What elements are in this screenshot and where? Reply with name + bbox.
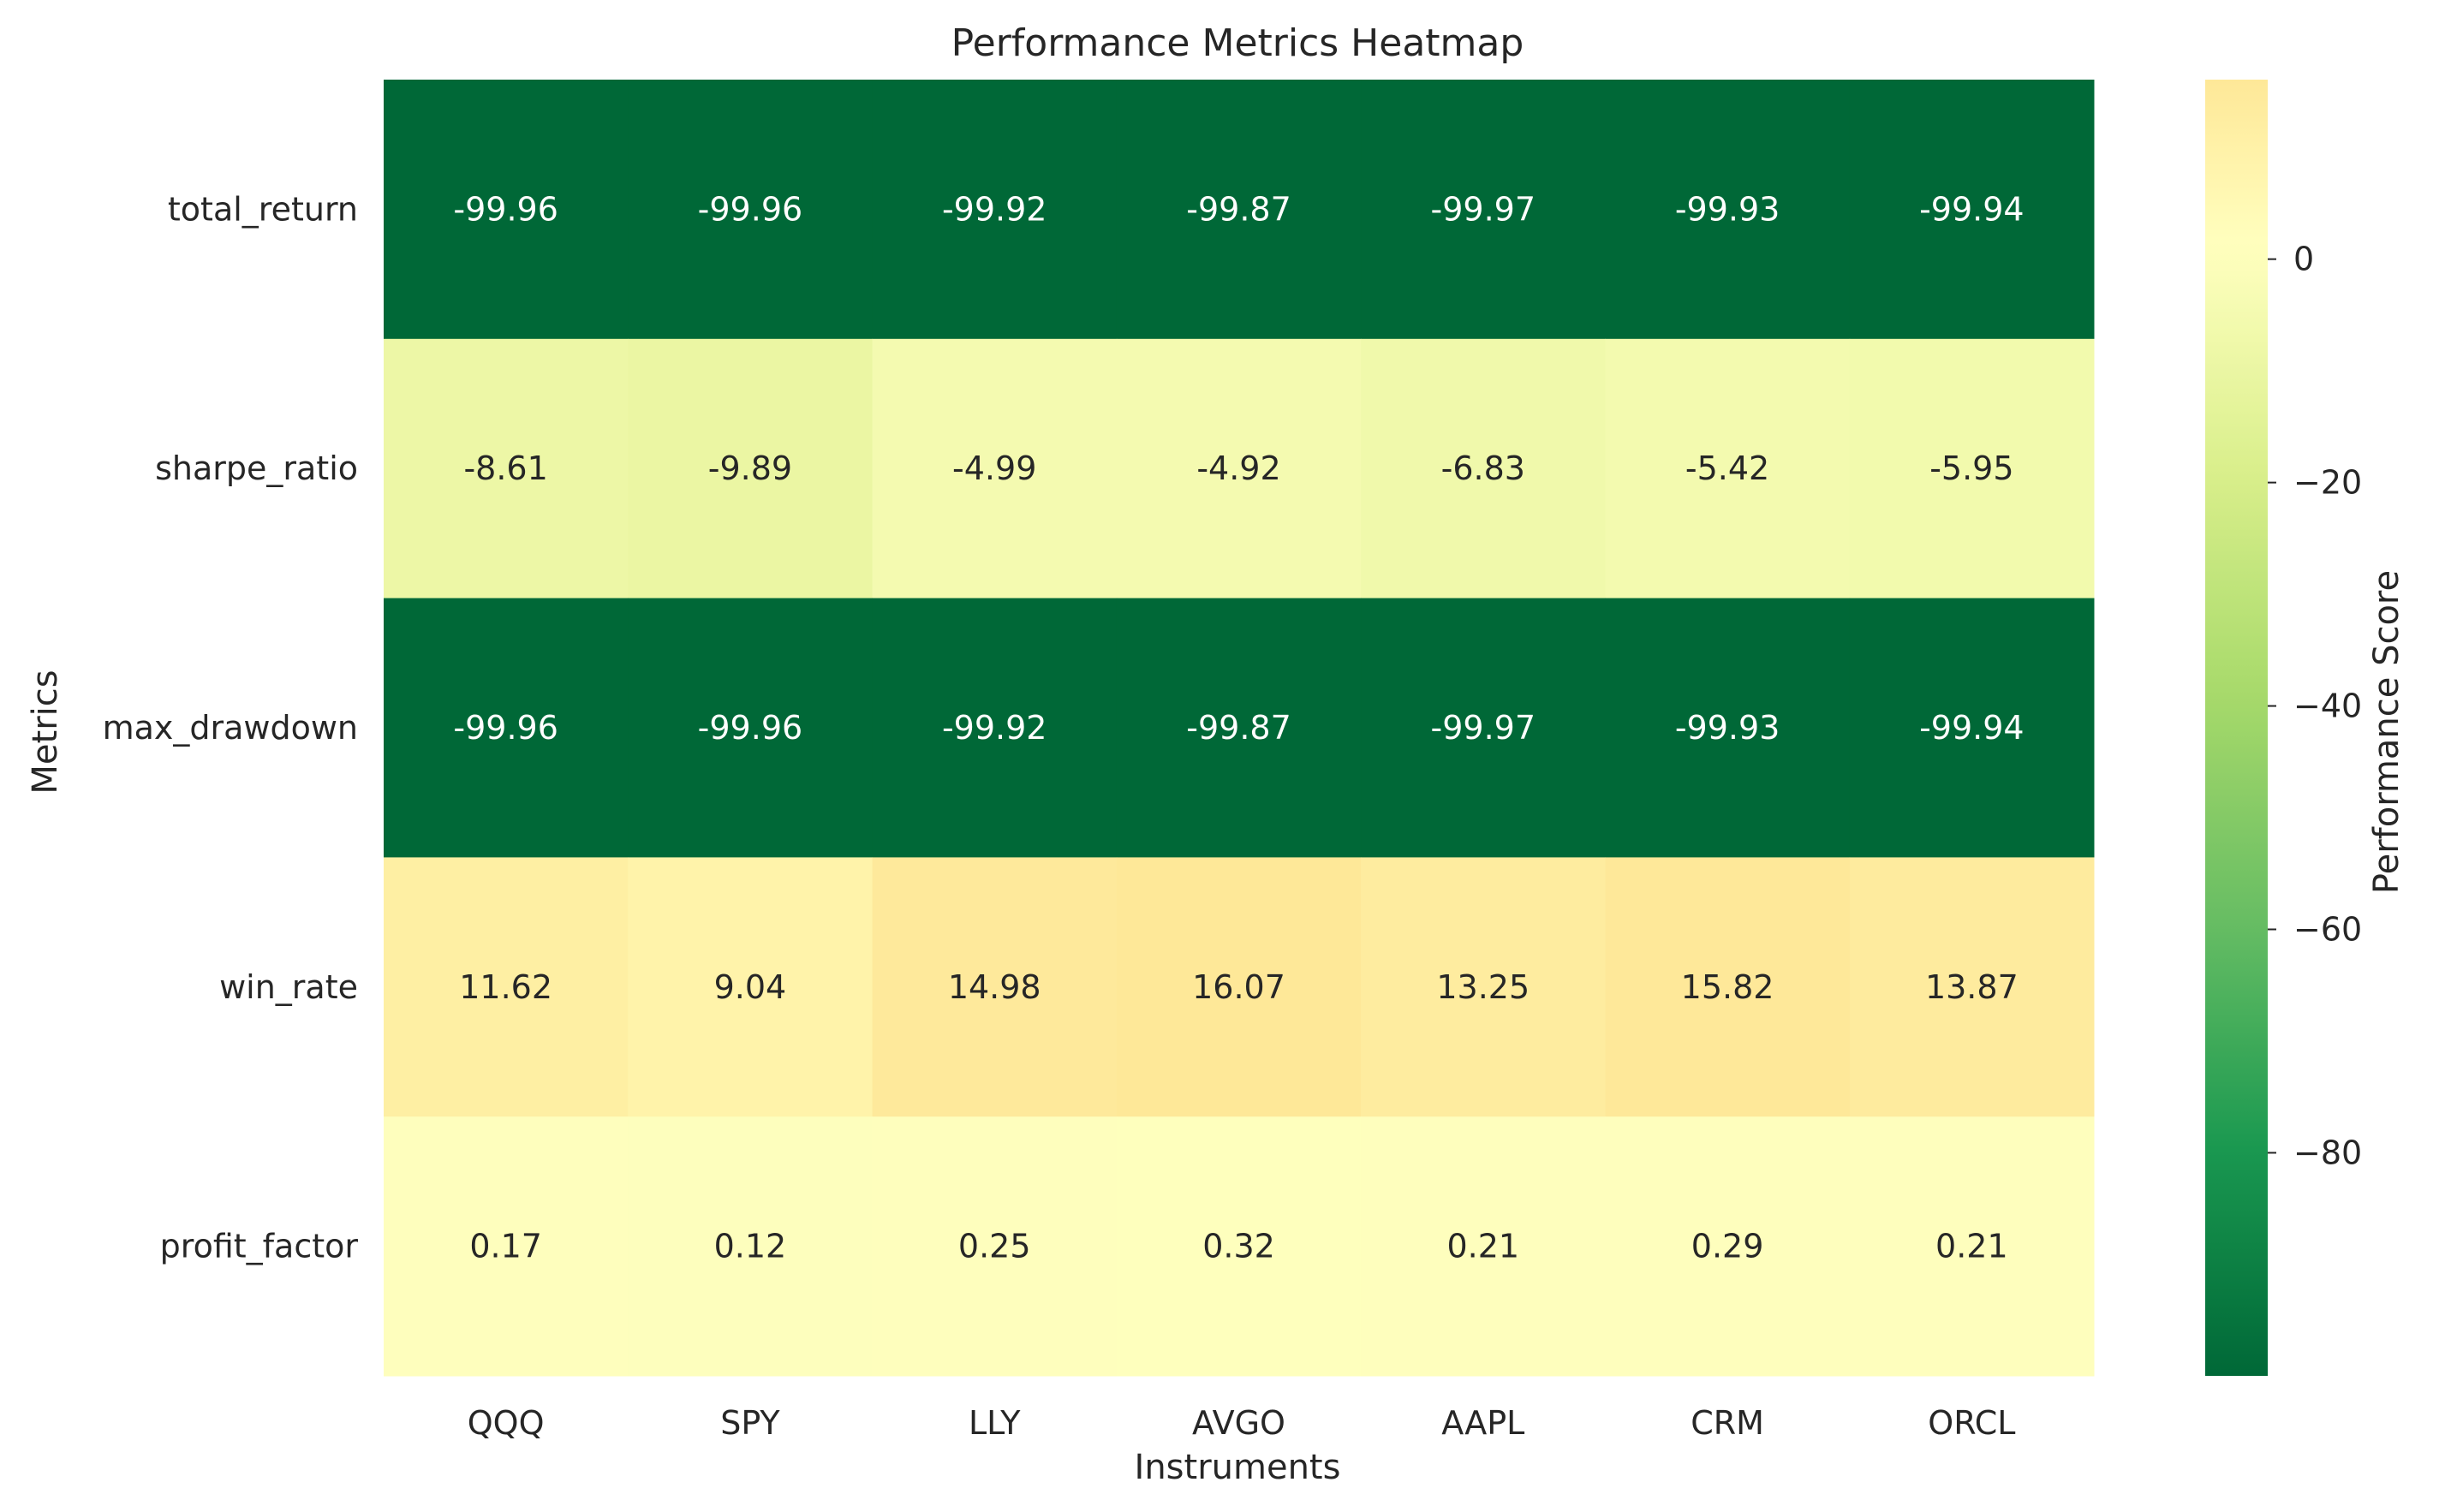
cell-value-label: 14.98 — [948, 968, 1041, 1006]
cell-value-label: -4.92 — [1196, 449, 1280, 487]
x-tick-label: QQQ — [468, 1404, 545, 1442]
cell-value-label: -99.93 — [1675, 190, 1780, 228]
heatmap-cell — [872, 598, 1118, 858]
heatmap-cell — [1605, 857, 1851, 1117]
cell-value-label: 9.04 — [714, 968, 787, 1006]
heatmap-cell — [1116, 598, 1362, 858]
heatmap-cell — [1849, 80, 2095, 340]
heatmap-cell — [1605, 1116, 1851, 1377]
colorbar-ticks: 0 −20 −40 −60 −80 — [2268, 241, 2362, 1171]
heatmap-cell — [628, 598, 874, 858]
cell-value-label: 13.25 — [1436, 968, 1530, 1006]
heatmap-cell — [384, 598, 629, 858]
y-tick-label: sharpe_ratio — [155, 449, 358, 487]
heatmap-cell — [1849, 598, 2095, 858]
cell-value-label: 0.32 — [1202, 1228, 1275, 1265]
y-axis-label: Metrics — [26, 670, 65, 794]
heatmap-cell — [1361, 338, 1606, 599]
heatmap-cell — [384, 80, 629, 340]
cell-value-label: -99.96 — [453, 190, 558, 228]
heatmap-cell — [628, 338, 874, 599]
cell-value-label: -8.61 — [463, 449, 547, 487]
heatmap-cell — [384, 338, 629, 599]
colorbar — [2205, 80, 2268, 1376]
cell-value-label: -99.96 — [453, 709, 558, 747]
heatmap-cell — [1116, 1116, 1362, 1377]
cell-value-label: 15.82 — [1681, 968, 1774, 1006]
heatmap-cell — [628, 1116, 874, 1377]
heatmap-cell — [1361, 857, 1606, 1117]
heatmap-cell — [1361, 1116, 1606, 1377]
heatmap-cell — [872, 1116, 1118, 1377]
cell-value-label: -99.87 — [1186, 190, 1291, 228]
cell-value-label: -99.94 — [1919, 190, 2025, 228]
colorbar-tick-label: −80 — [2293, 1134, 2362, 1171]
x-tick-label: AAPL — [1441, 1404, 1524, 1442]
y-tick-label: total_return — [168, 190, 358, 228]
chart-title: Performance Metrics Heatmap — [951, 21, 1524, 65]
colorbar-tick-label: −40 — [2293, 688, 2362, 725]
cell-value-label: -99.93 — [1675, 709, 1780, 747]
cell-value-label: -99.94 — [1919, 709, 2025, 747]
colorbar-label: Performance Score — [2367, 570, 2406, 894]
cell-value-label: 0.21 — [1935, 1228, 2008, 1265]
cell-value-label: -99.87 — [1186, 709, 1291, 747]
x-axis-label: Instruments — [1135, 1448, 1341, 1487]
heatmap-cell — [872, 80, 1118, 340]
heatmap-cell — [384, 857, 629, 1117]
cell-value-label: 13.87 — [1925, 968, 2019, 1006]
x-tick-label: ORCL — [1928, 1404, 2015, 1442]
heatmap-cell — [1116, 80, 1362, 340]
heatmap-cell — [628, 80, 874, 340]
heatmap-cell — [1849, 857, 2095, 1117]
colorbar-tick-label: −60 — [2293, 911, 2362, 949]
heatmap-cell — [1605, 598, 1851, 858]
colorbar-tick-label: 0 — [2293, 241, 2314, 278]
heatmap-cell — [1361, 598, 1606, 858]
cell-value-label: -99.92 — [942, 190, 1047, 228]
cell-value-label: 16.07 — [1192, 968, 1285, 1006]
heatmap-cells — [384, 80, 2095, 1377]
cell-value-label: 0.12 — [714, 1228, 787, 1265]
cell-value-label: 0.21 — [1446, 1228, 1519, 1265]
colorbar-tick-label: −20 — [2293, 464, 2362, 502]
cell-value-label: -6.83 — [1441, 449, 1525, 487]
heatmap-cell — [872, 338, 1118, 599]
cell-value-label: -99.96 — [698, 190, 803, 228]
heatmap-cell — [628, 857, 874, 1117]
cell-value-label: 0.25 — [958, 1228, 1031, 1265]
x-tick-labels: QQQ SPY LLY AVGO AAPL CRM ORCL — [468, 1404, 2016, 1442]
y-tick-labels: total_return sharpe_ratio max_drawdown win_… — [103, 190, 359, 1265]
heatmap-cell — [1361, 80, 1606, 340]
x-tick-label: CRM — [1691, 1404, 1764, 1442]
heatmap-cell — [1605, 338, 1851, 599]
x-tick-label: AVGO — [1192, 1404, 1285, 1442]
cell-value-label: -99.92 — [942, 709, 1047, 747]
cell-value-label: 11.62 — [459, 968, 552, 1006]
heatmap-cell — [1605, 80, 1851, 340]
cell-value-label: -5.42 — [1685, 449, 1769, 487]
cell-value-label: -99.96 — [698, 709, 803, 747]
x-tick-label: SPY — [720, 1404, 780, 1442]
x-tick-label: LLY — [969, 1404, 1021, 1442]
heatmap-cell — [384, 1116, 629, 1377]
y-tick-label: max_drawdown — [103, 709, 358, 747]
heatmap-cell — [1849, 1116, 2095, 1377]
heatmap-cell — [1116, 857, 1362, 1117]
cell-value-label: -5.95 — [1929, 449, 2013, 487]
y-tick-label: win_rate — [219, 968, 358, 1006]
cell-value-label: -4.99 — [952, 449, 1036, 487]
cell-value-label: -9.89 — [708, 449, 792, 487]
heatmap-cell — [872, 857, 1118, 1117]
y-tick-label: profit_factor — [160, 1228, 359, 1265]
cell-value-label: 0.29 — [1691, 1228, 1764, 1265]
cell-value-label: -99.97 — [1431, 190, 1536, 228]
cell-value-label: -99.97 — [1431, 709, 1536, 747]
heatmap-cell — [1849, 338, 2095, 599]
heatmap-cell-labels: -99.96 -99.96 -99.92 -99.87 -99.97 -99.93 -99.… — [453, 190, 2024, 1265]
cell-value-label: 0.17 — [469, 1228, 542, 1265]
heatmap-cell — [1116, 338, 1362, 599]
